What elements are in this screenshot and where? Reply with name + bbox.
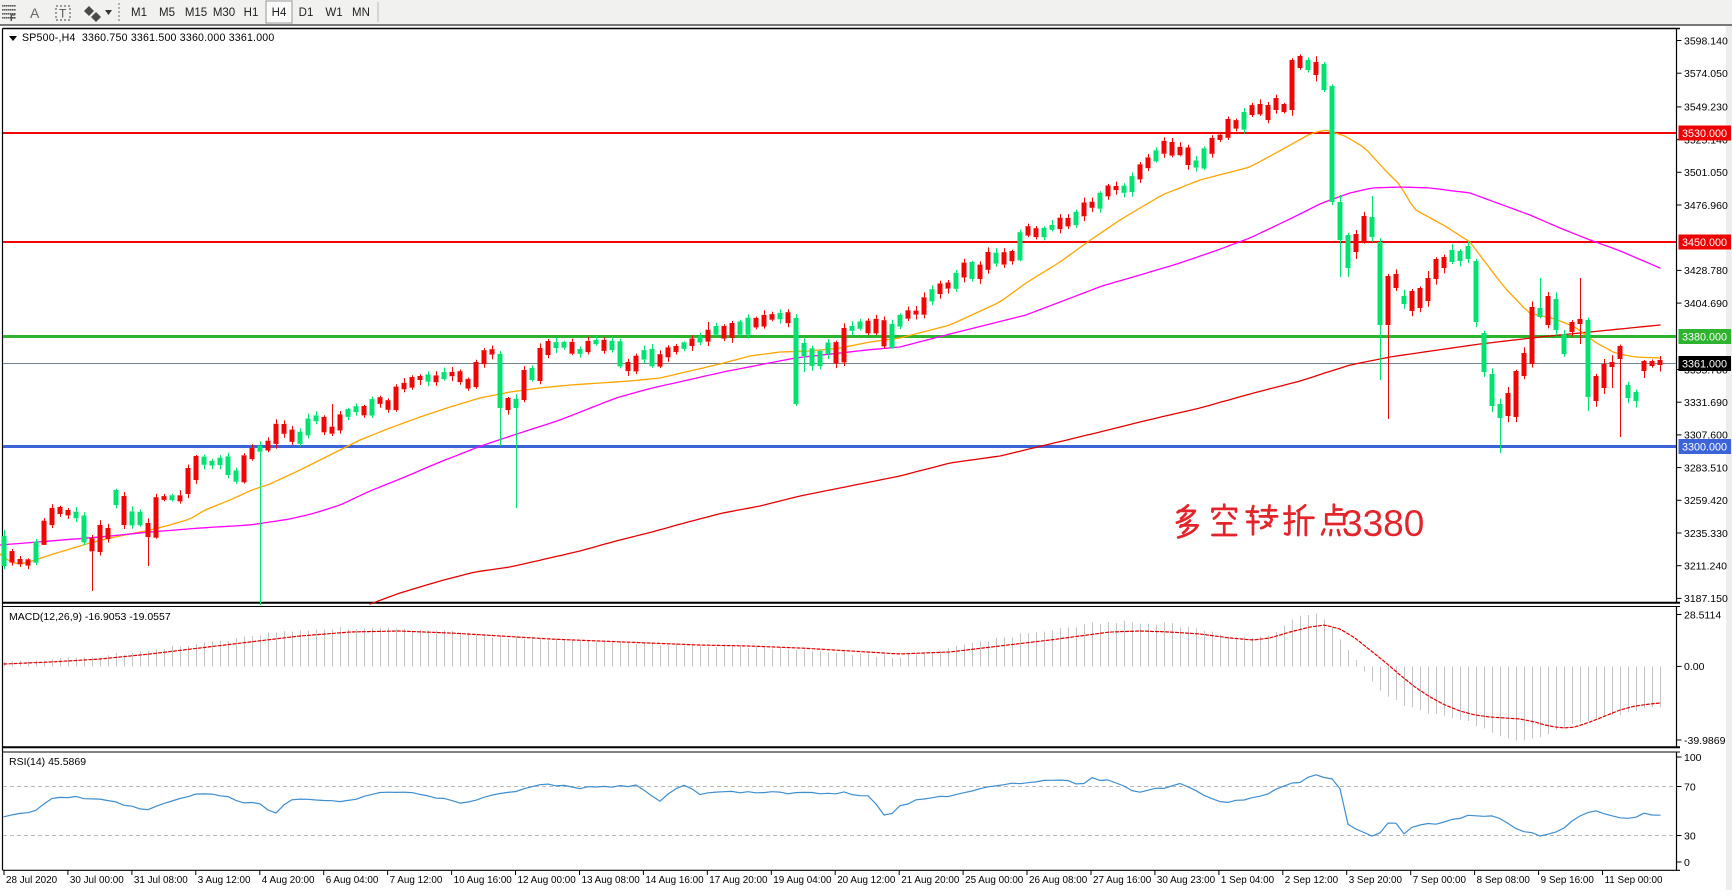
svg-text:12 Aug 00:00: 12 Aug 00:00	[518, 875, 577, 886]
svg-text:3428.780: 3428.780	[1684, 265, 1728, 277]
svg-text:2 Sep 12:00: 2 Sep 12:00	[1285, 875, 1339, 886]
svg-text:3549.230: 3549.230	[1684, 102, 1728, 114]
svg-text:3331.690: 3331.690	[1684, 397, 1728, 409]
svg-text:10 Aug 16:00: 10 Aug 16:00	[454, 875, 513, 886]
svg-text:7 Aug 12:00: 7 Aug 12:00	[390, 875, 443, 886]
svg-text:-39.9869: -39.9869	[1684, 735, 1726, 747]
svg-text:26 Aug 08:00: 26 Aug 08:00	[1029, 875, 1088, 886]
svg-text:8 Sep 08:00: 8 Sep 08:00	[1477, 875, 1531, 886]
svg-text:7 Sep 00:00: 7 Sep 00:00	[1413, 875, 1467, 886]
svg-text:28 Jul 2020: 28 Jul 2020	[6, 875, 58, 886]
svg-text:M30: M30	[213, 7, 235, 19]
svg-text:3530.000: 3530.000	[1682, 128, 1727, 140]
svg-text:3 Sep 20:00: 3 Sep 20:00	[1349, 875, 1403, 886]
svg-text:3235.330: 3235.330	[1684, 528, 1728, 540]
svg-text:MACD(12,26,9) -16.9053 -19.055: MACD(12,26,9) -16.9053 -19.0557	[9, 611, 171, 623]
svg-text:F: F	[10, 13, 16, 23]
svg-text:3283.510: 3283.510	[1684, 462, 1728, 474]
svg-text:70: 70	[1684, 781, 1696, 793]
svg-text:SP500-,H4 3360.750 3361.500 3: SP500-,H4 3360.750 3361.500 3360.000 336…	[22, 32, 274, 44]
svg-text:21 Aug 20:00: 21 Aug 20:00	[901, 875, 960, 886]
svg-text:3380.000: 3380.000	[1682, 332, 1727, 344]
svg-text:3476.960: 3476.960	[1684, 200, 1728, 212]
svg-text:M5: M5	[159, 7, 175, 19]
svg-text:3404.690: 3404.690	[1684, 298, 1728, 310]
svg-text:RSI(14) 45.5869: RSI(14) 45.5869	[9, 756, 86, 768]
svg-text:3 Aug 12:00: 3 Aug 12:00	[198, 875, 251, 886]
svg-text:3501.050: 3501.050	[1684, 167, 1728, 179]
svg-text:MN: MN	[352, 7, 370, 19]
svg-text:100: 100	[1684, 752, 1702, 764]
svg-text:28.5114: 28.5114	[1684, 609, 1721, 621]
svg-text:19 Aug 04:00: 19 Aug 04:00	[773, 875, 832, 886]
svg-text:14 Aug 16:00: 14 Aug 16:00	[645, 875, 704, 886]
svg-text:1 Sep 04:00: 1 Sep 04:00	[1221, 875, 1275, 886]
svg-text:A: A	[30, 5, 40, 21]
svg-text:9 Sep 16:00: 9 Sep 16:00	[1541, 875, 1595, 886]
svg-text:30 Jul 00:00: 30 Jul 00:00	[70, 875, 124, 886]
svg-text:0: 0	[1684, 857, 1690, 869]
svg-text:3361.000: 3361.000	[1682, 359, 1727, 371]
svg-text:31 Jul 08:00: 31 Jul 08:00	[134, 875, 188, 886]
svg-text:3574.050: 3574.050	[1684, 68, 1728, 80]
svg-text:30 Aug 23:00: 30 Aug 23:00	[1157, 875, 1216, 886]
svg-text:D1: D1	[299, 7, 314, 19]
svg-text:20 Aug 12:00: 20 Aug 12:00	[837, 875, 896, 886]
svg-text:13 Aug 08:00: 13 Aug 08:00	[582, 875, 641, 886]
svg-text:H4: H4	[272, 7, 287, 19]
svg-text:M15: M15	[185, 7, 207, 19]
svg-text:3450.000: 3450.000	[1682, 237, 1727, 249]
svg-text:T: T	[59, 7, 67, 21]
svg-text:4 Aug 20:00: 4 Aug 20:00	[262, 875, 315, 886]
svg-text:3307.600: 3307.600	[1684, 430, 1728, 442]
svg-text:3211.240: 3211.240	[1684, 561, 1727, 573]
svg-text:3380: 3380	[1342, 503, 1424, 544]
svg-text:3187.150: 3187.150	[1684, 593, 1728, 605]
svg-text:3300.000: 3300.000	[1682, 442, 1727, 454]
svg-text:27 Aug 16:00: 27 Aug 16:00	[1093, 875, 1152, 886]
svg-text:6 Aug 04:00: 6 Aug 04:00	[326, 875, 379, 886]
svg-text:0.00: 0.00	[1684, 661, 1705, 673]
svg-text:17 Aug 20:00: 17 Aug 20:00	[709, 875, 768, 886]
svg-text:M1: M1	[131, 7, 147, 19]
svg-text:25 Aug 00:00: 25 Aug 00:00	[965, 875, 1024, 886]
svg-text:3259.420: 3259.420	[1684, 495, 1728, 507]
svg-text:30: 30	[1684, 830, 1696, 842]
svg-text:3598.140: 3598.140	[1684, 35, 1728, 47]
svg-text:W1: W1	[325, 7, 342, 19]
svg-text:11 Sep 00:00: 11 Sep 00:00	[1605, 875, 1664, 886]
svg-text:H1: H1	[244, 7, 259, 19]
